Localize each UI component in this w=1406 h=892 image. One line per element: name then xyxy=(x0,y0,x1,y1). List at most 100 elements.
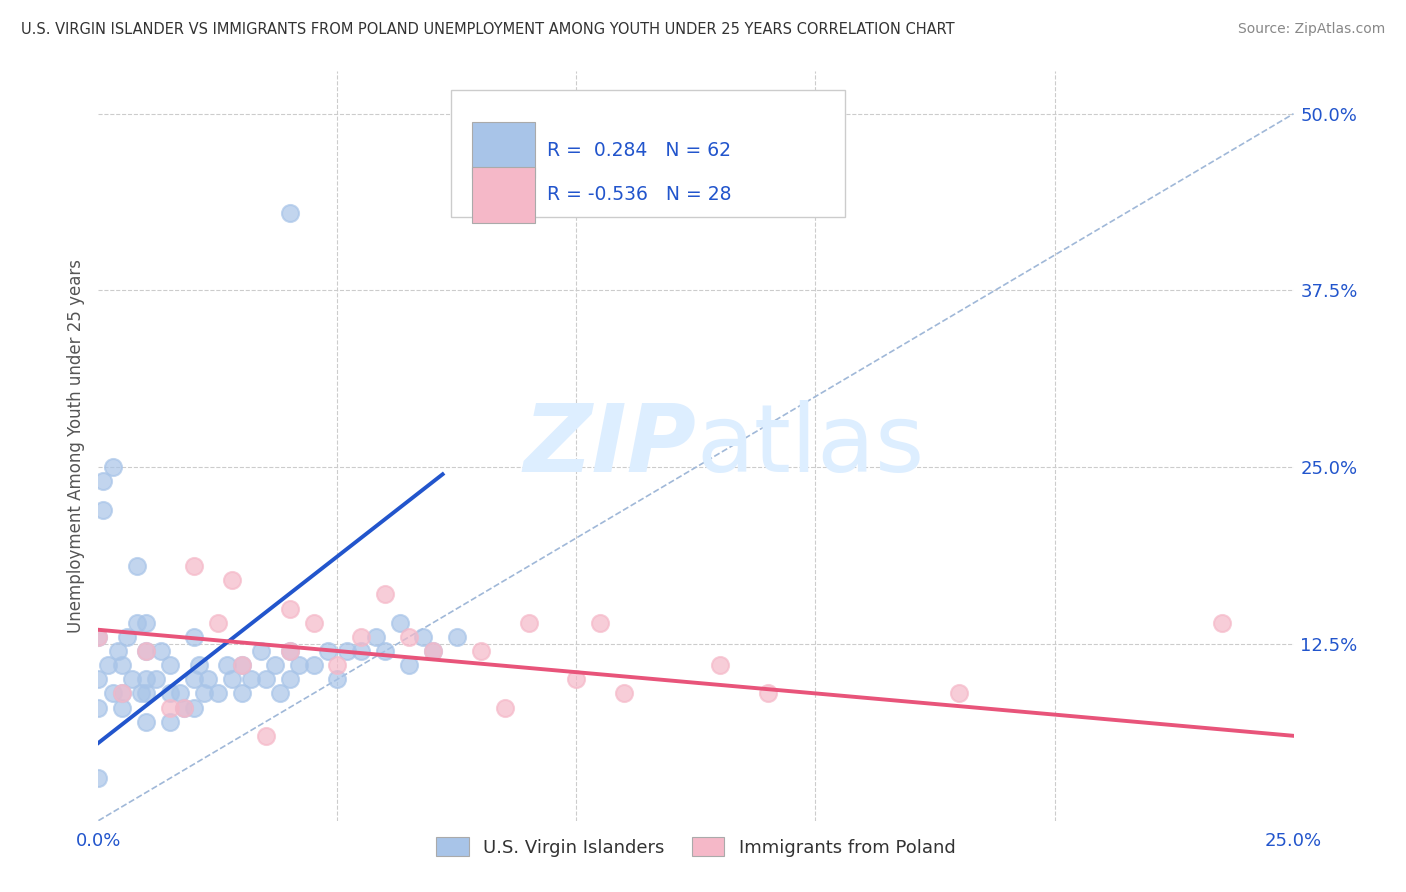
Point xyxy=(107,644,129,658)
Point xyxy=(398,630,420,644)
Point xyxy=(494,700,516,714)
Y-axis label: Unemployment Among Youth under 25 years: Unemployment Among Youth under 25 years xyxy=(66,259,84,633)
Point xyxy=(145,673,167,687)
Point xyxy=(1211,615,1233,630)
Point xyxy=(374,587,396,601)
Point xyxy=(240,673,263,687)
Point xyxy=(350,630,373,644)
Point xyxy=(173,700,195,714)
Point xyxy=(207,686,229,700)
Point xyxy=(183,630,205,644)
Text: U.S. VIRGIN ISLANDER VS IMMIGRANTS FROM POLAND UNEMPLOYMENT AMONG YOUTH UNDER 25: U.S. VIRGIN ISLANDER VS IMMIGRANTS FROM … xyxy=(21,22,955,37)
Point xyxy=(159,700,181,714)
Point xyxy=(269,686,291,700)
Point xyxy=(125,615,148,630)
Point xyxy=(135,673,157,687)
Point xyxy=(374,644,396,658)
Point xyxy=(231,686,253,700)
Point xyxy=(278,205,301,219)
Point xyxy=(125,559,148,574)
Point xyxy=(183,700,205,714)
Point xyxy=(278,644,301,658)
Point xyxy=(97,658,120,673)
Point xyxy=(756,686,779,700)
Point xyxy=(221,673,243,687)
Point xyxy=(111,686,134,700)
Point xyxy=(302,658,325,673)
Point xyxy=(135,686,157,700)
Point xyxy=(111,658,134,673)
Point xyxy=(254,673,277,687)
Point xyxy=(288,658,311,673)
Point xyxy=(87,700,110,714)
Text: R = -0.536   N = 28: R = -0.536 N = 28 xyxy=(547,186,731,204)
Point xyxy=(948,686,970,700)
Point xyxy=(517,615,540,630)
Point xyxy=(159,714,181,729)
Point xyxy=(159,658,181,673)
Point xyxy=(87,771,110,785)
Point xyxy=(278,644,301,658)
Point xyxy=(169,686,191,700)
Point xyxy=(422,644,444,658)
Point xyxy=(565,673,588,687)
Point xyxy=(197,673,219,687)
Point xyxy=(135,644,157,658)
Point xyxy=(135,615,157,630)
Point xyxy=(101,686,124,700)
Point xyxy=(254,729,277,743)
Point xyxy=(87,673,110,687)
Point xyxy=(87,630,110,644)
Legend: U.S. Virgin Islanders, Immigrants from Poland: U.S. Virgin Islanders, Immigrants from P… xyxy=(429,830,963,864)
Text: R =  0.284   N = 62: R = 0.284 N = 62 xyxy=(547,141,731,160)
Point xyxy=(111,686,134,700)
Point xyxy=(231,658,253,673)
Point xyxy=(412,630,434,644)
Point xyxy=(91,502,114,516)
FancyBboxPatch shape xyxy=(472,167,534,223)
Text: atlas: atlas xyxy=(696,400,924,492)
Point xyxy=(264,658,287,673)
Point xyxy=(135,644,157,658)
Text: Source: ZipAtlas.com: Source: ZipAtlas.com xyxy=(1237,22,1385,37)
FancyBboxPatch shape xyxy=(451,90,845,218)
Point xyxy=(159,686,181,700)
Point xyxy=(250,644,273,658)
Point xyxy=(149,644,172,658)
Point xyxy=(470,644,492,658)
Point xyxy=(350,644,373,658)
Point xyxy=(613,686,636,700)
FancyBboxPatch shape xyxy=(472,122,534,178)
Point xyxy=(183,673,205,687)
Point xyxy=(302,615,325,630)
Point xyxy=(446,630,468,644)
Text: ZIP: ZIP xyxy=(523,400,696,492)
Point xyxy=(121,673,143,687)
Point xyxy=(135,714,157,729)
Point xyxy=(217,658,239,673)
Point xyxy=(207,615,229,630)
Point xyxy=(193,686,215,700)
Point xyxy=(87,630,110,644)
Point xyxy=(131,686,153,700)
Point xyxy=(187,658,209,673)
Point xyxy=(388,615,411,630)
Point xyxy=(111,700,134,714)
Point xyxy=(221,574,243,588)
Point xyxy=(326,673,349,687)
Point xyxy=(422,644,444,658)
Point xyxy=(709,658,731,673)
Point xyxy=(336,644,359,658)
Point xyxy=(115,630,138,644)
Point xyxy=(364,630,387,644)
Point xyxy=(398,658,420,673)
Point xyxy=(326,658,349,673)
Point xyxy=(278,601,301,615)
Point xyxy=(173,700,195,714)
Point xyxy=(101,460,124,475)
Point xyxy=(316,644,339,658)
Point xyxy=(278,673,301,687)
Point xyxy=(231,658,253,673)
Point xyxy=(91,475,114,489)
Point xyxy=(589,615,612,630)
